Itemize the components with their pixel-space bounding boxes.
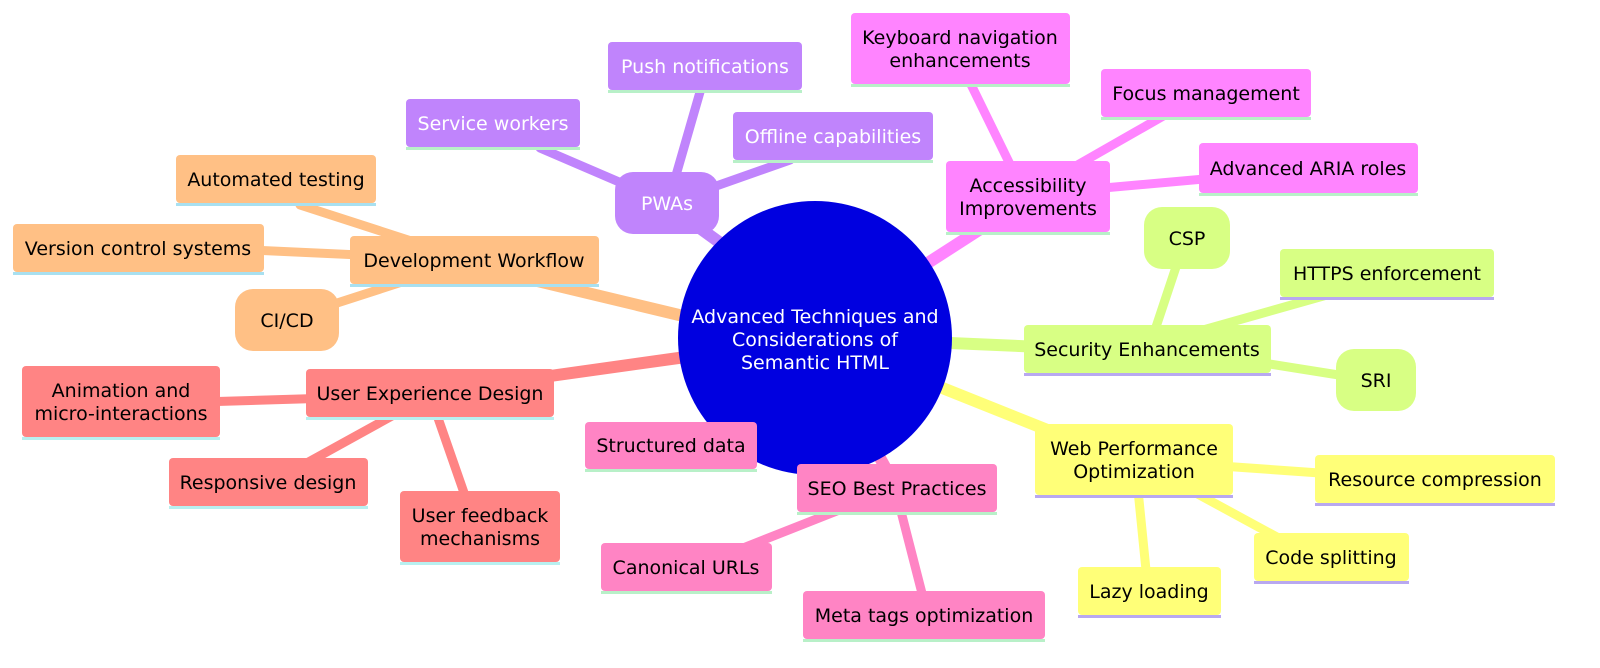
node-meta-tags[interactable]: Meta tags optimization: [803, 591, 1045, 642]
node-web-performance-label-line2: Optimization: [1073, 461, 1195, 483]
node-pwas[interactable]: PWAs: [615, 172, 719, 234]
node-advanced-aria-roles-label: Advanced ARIA roles: [1210, 158, 1407, 180]
node-focus-management[interactable]: Focus management: [1101, 69, 1311, 120]
center-node[interactable]: Advanced Techniques and Considerations o…: [678, 201, 952, 475]
node-canonical-urls-label: Canonical URLs: [613, 557, 760, 579]
node-pwas-label: PWAs: [641, 193, 693, 215]
node-lazy-loading-label: Lazy loading: [1089, 581, 1208, 603]
node-automated-testing[interactable]: Automated testing: [176, 155, 376, 206]
node-meta-tags-label: Meta tags optimization: [815, 605, 1034, 627]
node-user-feedback-label-line1: User feedback: [412, 505, 549, 527]
node-seo-best-practices[interactable]: SEO Best Practices: [797, 464, 997, 515]
node-accessibility-improvements[interactable]: Accessibility Improvements: [946, 161, 1110, 235]
node-lazy-loading[interactable]: Lazy loading: [1078, 567, 1221, 618]
node-security-enhancements-label: Security Enhancements: [1034, 339, 1260, 361]
center-label-line1: Advanced Techniques and: [691, 306, 938, 328]
node-seo-best-practices-label: SEO Best Practices: [808, 478, 987, 500]
node-animation-label-line1: Animation and: [52, 380, 191, 402]
node-push-notifications-label: Push notifications: [621, 56, 789, 78]
node-csp-label: CSP: [1169, 228, 1206, 250]
node-https-enforcement[interactable]: HTTPS enforcement: [1280, 249, 1494, 300]
node-cicd[interactable]: CI/CD: [235, 289, 339, 351]
node-animation[interactable]: Animation and micro-interactions: [22, 366, 220, 440]
node-version-control[interactable]: Version control systems: [13, 224, 264, 275]
node-service-workers-label: Service workers: [418, 113, 569, 135]
node-offline-capabilities-label: Offline capabilities: [745, 126, 921, 148]
node-cicd-label: CI/CD: [260, 310, 313, 332]
node-automated-testing-label: Automated testing: [187, 169, 364, 191]
node-user-experience-design[interactable]: User Experience Design: [306, 369, 554, 420]
node-accessibility-label-line1: Accessibility: [970, 175, 1087, 197]
node-https-enforcement-label: HTTPS enforcement: [1293, 263, 1481, 285]
node-structured-data-label: Structured data: [596, 435, 745, 457]
node-sri-label: SRI: [1361, 370, 1392, 392]
node-csp[interactable]: CSP: [1144, 207, 1230, 269]
node-responsive-design[interactable]: Responsive design: [169, 458, 368, 509]
node-keyboard-navigation-label-line1: Keyboard navigation: [862, 27, 1058, 49]
node-user-feedback-label-line2: mechanisms: [420, 528, 540, 550]
node-user-experience-design-label: User Experience Design: [317, 383, 544, 405]
node-development-workflow[interactable]: Development Workflow: [350, 236, 599, 287]
node-responsive-design-label: Responsive design: [180, 472, 357, 494]
node-security-enhancements[interactable]: Security Enhancements: [1024, 325, 1271, 376]
node-code-splitting[interactable]: Code splitting: [1254, 533, 1409, 584]
node-focus-management-label: Focus management: [1112, 83, 1300, 105]
node-resource-compression[interactable]: Resource compression: [1315, 455, 1555, 506]
node-offline-capabilities[interactable]: Offline capabilities: [733, 112, 933, 163]
node-development-workflow-label: Development Workflow: [363, 250, 584, 272]
center-label-line3: Semantic HTML: [741, 352, 889, 374]
node-keyboard-navigation[interactable]: Keyboard navigation enhancements: [851, 13, 1070, 87]
node-code-splitting-label: Code splitting: [1265, 547, 1396, 569]
node-animation-label-line2: micro-interactions: [34, 403, 207, 425]
node-advanced-aria-roles[interactable]: Advanced ARIA roles: [1199, 143, 1418, 196]
node-accessibility-label-line2: Improvements: [959, 198, 1097, 220]
node-web-performance[interactable]: Web Performance Optimization: [1035, 424, 1233, 498]
center-circle: [678, 201, 952, 475]
center-label-line2: Considerations of: [732, 329, 899, 351]
node-web-performance-label-line1: Web Performance: [1050, 438, 1218, 460]
node-resource-compression-label: Resource compression: [1328, 469, 1542, 491]
node-push-notifications[interactable]: Push notifications: [608, 42, 802, 93]
node-version-control-label: Version control systems: [25, 238, 251, 260]
node-sri[interactable]: SRI: [1336, 349, 1416, 411]
node-user-feedback[interactable]: User feedback mechanisms: [400, 491, 560, 565]
node-service-workers[interactable]: Service workers: [406, 99, 580, 150]
node-structured-data[interactable]: Structured data: [585, 422, 757, 472]
node-keyboard-navigation-label-line2: enhancements: [889, 50, 1030, 72]
node-canonical-urls[interactable]: Canonical URLs: [601, 543, 772, 594]
